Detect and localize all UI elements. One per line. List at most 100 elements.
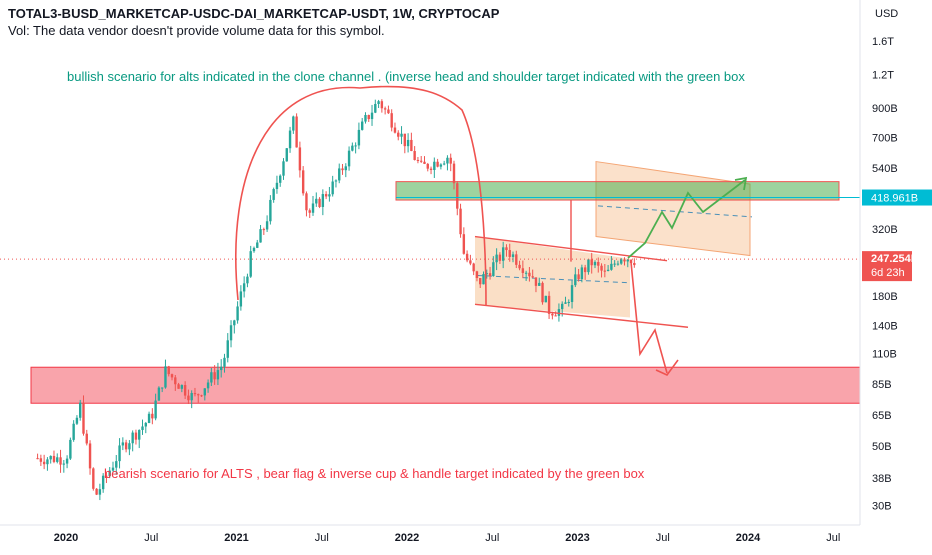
candle-body (436, 161, 439, 167)
candle-body (157, 387, 161, 401)
candle-body (301, 170, 305, 194)
candle-body (505, 247, 508, 251)
candle-body (265, 221, 269, 230)
candle-body (610, 263, 613, 270)
candle-body (354, 145, 357, 147)
candle-body (108, 470, 111, 476)
target-box (395, 181, 840, 201)
candle-body (318, 198, 321, 207)
candle-body (397, 132, 400, 137)
candle-body (564, 302, 567, 304)
candle-body (462, 234, 466, 254)
candle-body (465, 253, 469, 261)
candle-body (328, 194, 331, 197)
candle-body (479, 277, 482, 285)
candle-body (511, 254, 515, 257)
candle-body (154, 400, 157, 419)
candle-body (246, 276, 249, 284)
candle-body (134, 432, 138, 440)
candle-body (59, 457, 62, 465)
x-tick-label: 2020 (54, 532, 78, 544)
candle-body (331, 181, 334, 195)
candle-body (105, 475, 108, 477)
candle-body (324, 194, 328, 197)
y-tick-label: 65B (872, 410, 892, 422)
y-tick-label: 700B (872, 133, 898, 145)
candle-body (357, 129, 361, 146)
flag-lower-line (474, 303, 689, 328)
candle-body (315, 198, 318, 204)
y-tick-label: 320B (872, 224, 898, 236)
x-tick-label: 2022 (395, 532, 419, 544)
candle-body (554, 315, 557, 317)
candle-body (170, 374, 174, 378)
candle-body (580, 267, 584, 280)
candle-body (187, 395, 190, 401)
candle-body (351, 145, 354, 151)
candle-body (338, 168, 341, 181)
candle-body (360, 121, 364, 130)
candle-body (203, 388, 207, 396)
candle-body (626, 259, 629, 262)
candle-body (420, 160, 423, 162)
candle-body (193, 393, 197, 395)
candle-body (334, 180, 338, 182)
candle-body (567, 301, 570, 303)
bearish-annotation: bearish scenario for ALTS , bear flag & … (104, 466, 645, 481)
candle-body (298, 147, 302, 171)
candle-body (593, 261, 597, 266)
candle-body (79, 402, 82, 418)
candle-body (121, 442, 125, 446)
candle-body (233, 320, 236, 326)
candle-body (544, 295, 548, 303)
candle-body (197, 394, 200, 396)
candle-body (56, 457, 59, 462)
candle-body (583, 267, 587, 273)
candle-body (141, 426, 144, 431)
candle-body (433, 161, 436, 171)
candle-body (252, 247, 256, 252)
bullish-annotation: bullish scenario for alts indicated in t… (67, 69, 745, 84)
candle-body (269, 199, 272, 222)
candle-body (46, 459, 49, 465)
candle-body (606, 269, 610, 272)
x-tick-label: Jul (826, 532, 840, 544)
candle-body (167, 366, 170, 375)
candle-body (285, 148, 288, 162)
bullish-arrowhead (734, 176, 748, 191)
candle-body (341, 168, 344, 171)
candle-body (292, 116, 295, 131)
symbol-title: TOTAL3-BUSD_MARKETCAP-USDC-DAI_MARKETCAP… (8, 6, 500, 21)
countdown-text: 6d 23h (871, 267, 905, 279)
last-price-text: 247.254B (871, 253, 919, 265)
candle-body (52, 455, 56, 462)
candle-body (206, 382, 210, 389)
candle-body (147, 413, 151, 423)
candle-body (236, 306, 239, 321)
y-tick-label: 540B (872, 163, 898, 175)
candle-body (633, 263, 636, 266)
candle-body (144, 422, 147, 427)
candle-body (452, 163, 456, 184)
candle-body (590, 259, 593, 266)
x-tick-label: 2021 (224, 532, 248, 544)
x-tick-label: 2024 (736, 532, 761, 544)
candle-body (282, 161, 285, 176)
candle-body (488, 273, 492, 277)
candle-body (501, 247, 505, 261)
y-tick-label: 50B (872, 441, 892, 453)
candle-body (364, 115, 367, 122)
candle-body (390, 113, 393, 128)
candle-body (347, 150, 351, 167)
candle-body (459, 208, 462, 235)
candle-body (210, 372, 213, 383)
candle-body (272, 189, 275, 200)
bearish-arrowhead (655, 359, 679, 376)
candle-body (383, 108, 387, 110)
candle-body (275, 182, 279, 190)
candle-body (557, 309, 561, 316)
candle-body (36, 458, 39, 460)
y-tick-label: 180B (872, 291, 898, 303)
